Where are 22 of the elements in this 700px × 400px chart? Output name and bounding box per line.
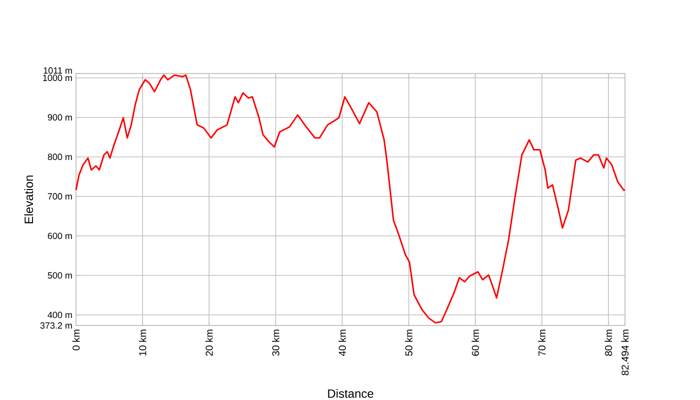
y-tick-label: 800 m [48,154,72,160]
x-tick-label: 82.494 km [621,330,629,376]
x-tick-label: 80 km [604,330,612,356]
x-tick-label: 0 km [72,330,80,350]
y-axis-title: Elevation [24,176,34,224]
x-tick-label: 20 km [205,330,213,356]
x-tick-label: 40 km [338,330,346,356]
x-tick-label: 70 km [538,330,546,356]
y-tick-label: 900 m [48,114,72,121]
y-tick-label: 1011 m [44,67,72,74]
x-tick-label: 10 km [138,330,146,356]
y-tick-label: 500 m [48,272,72,279]
y-tick-label: 400 m [48,312,72,318]
line-series [75,74,626,324]
x-tick-label: 50 km [405,330,412,356]
y-tick-label: 373.2 m [40,322,72,329]
x-tick-label: 60 km [472,330,479,356]
y-tick-label: 1000 m [43,74,72,82]
x-tick-label: 30 km [272,330,280,356]
x-axis-title: Distance [328,389,374,398]
y-tick-label: 600 m [48,232,72,240]
y-tick-label: 700 m [48,193,72,200]
